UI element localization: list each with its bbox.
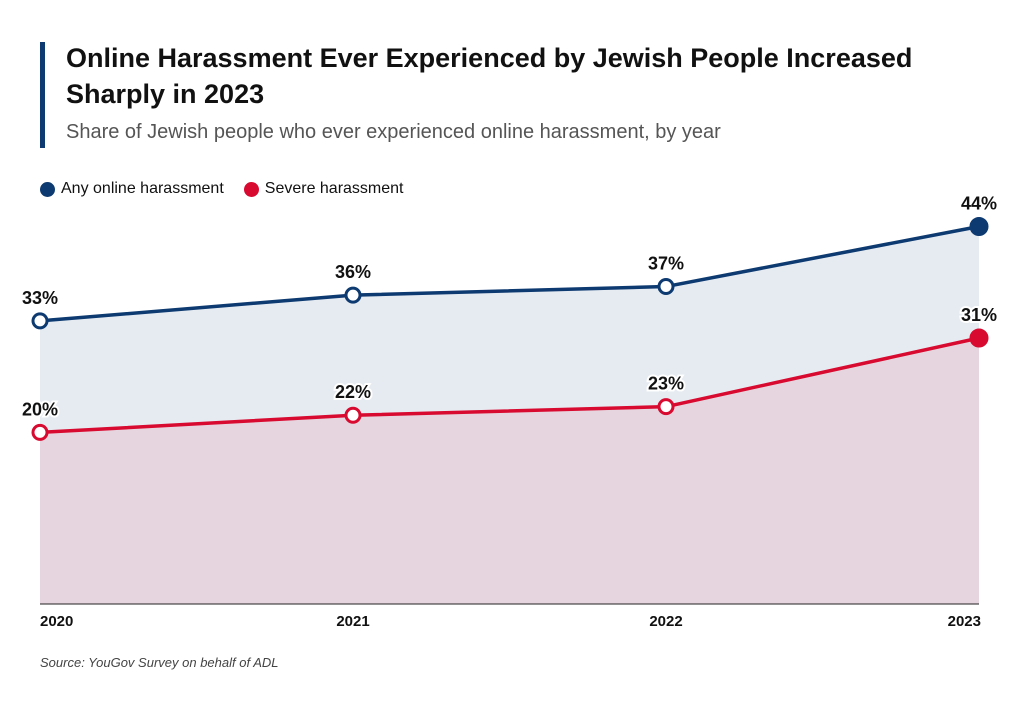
data-label: 37% — [648, 254, 684, 274]
data-point — [657, 278, 675, 296]
x-tick-label: 2022 — [649, 613, 682, 630]
data-label: 20% — [22, 399, 58, 419]
legend-swatch-icon — [40, 181, 55, 197]
series-line-1 — [39, 336, 980, 435]
data-point — [31, 312, 49, 330]
title-accent-bar — [40, 42, 45, 148]
data-label: 23% — [648, 374, 684, 394]
legend-item-any: Any online harassment — [40, 180, 224, 198]
source-note: Source: YouGov Survey on behalf of ADL — [40, 655, 279, 670]
data-label: 44% — [961, 193, 997, 213]
x-tick-label: 2021 — [336, 613, 369, 630]
data-point — [344, 406, 362, 424]
data-label: 31% — [961, 305, 997, 325]
legend-swatch-icon — [243, 181, 259, 197]
legend-label: Severe harassment — [264, 180, 404, 197]
x-tick-label: 2023 — [948, 613, 981, 630]
legend: Any online harassment Severe harassment — [40, 180, 404, 198]
series-line-0 — [39, 224, 980, 323]
chart-subtitle: Share of Jewish people who ever experien… — [66, 121, 721, 143]
legend-label: Any online harassment — [61, 180, 224, 197]
data-label: 33% — [22, 288, 58, 308]
data-label: 22% — [335, 382, 371, 402]
area-1 — [40, 338, 979, 604]
data-label: 36% — [335, 262, 371, 282]
data-point — [969, 328, 989, 348]
data-point — [969, 216, 989, 236]
data-point — [31, 423, 49, 441]
legend-item-severe: Severe harassment — [243, 180, 404, 198]
data-point — [344, 286, 362, 304]
chart-title: Online Harassment Ever Experienced by Je… — [66, 43, 913, 109]
x-tick-label: 2020 — [40, 613, 73, 630]
data-point — [657, 398, 675, 416]
